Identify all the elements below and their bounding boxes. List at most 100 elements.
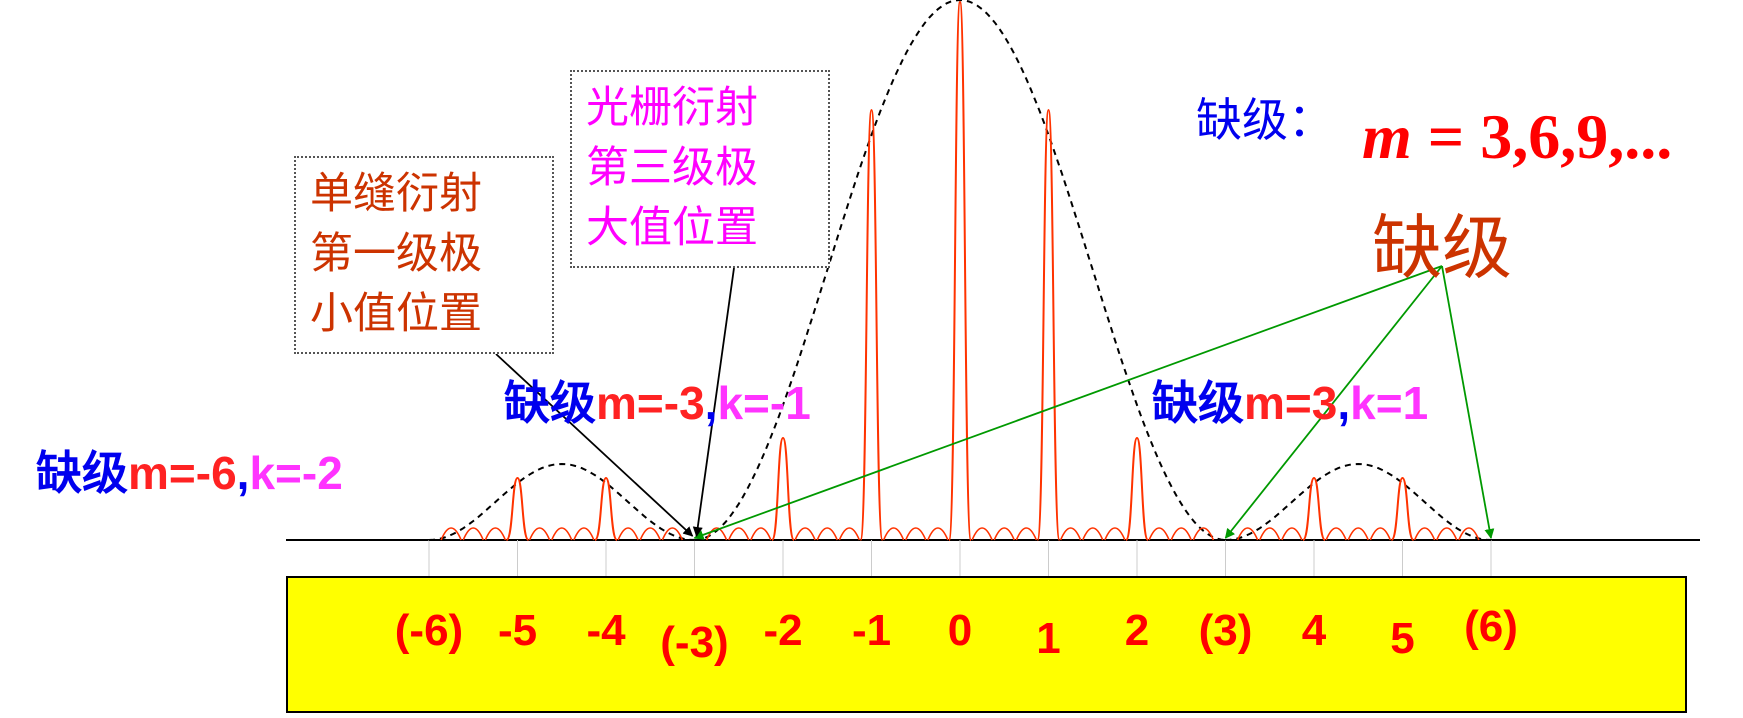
order-label: 1 (1036, 614, 1061, 663)
secondary-maximum (1436, 527, 1458, 541)
grating-note-line-2: 第三级极 (586, 143, 758, 193)
annotation-k: k=1 (1350, 377, 1429, 429)
principal-maximum (1390, 476, 1415, 541)
secondary-maximum (794, 527, 816, 541)
secondary-maximum (1192, 527, 1215, 541)
missing-order-heading: 缺级 (1372, 207, 1512, 289)
secondary-maximum (462, 527, 484, 541)
grating-maximum-note: 光栅衍射 第三级极 大值位置 (570, 70, 830, 268)
principal-maximum (594, 476, 618, 541)
secondary-maximum (573, 527, 595, 541)
secondary-maximum (484, 527, 507, 541)
grating-note-line-3: 大值位置 (586, 203, 758, 253)
secondary-maximum (1347, 527, 1369, 541)
secondary-maximum (1458, 527, 1480, 541)
grating-pointer (692, 267, 735, 537)
single-slit-minimum-note: 单缝衍射 第一级极 小值位置 (294, 156, 554, 354)
principal-maximum (771, 436, 795, 541)
secondary-maximum (639, 527, 661, 541)
formula-equals: = (1411, 101, 1481, 172)
green-pointer (693, 265, 1443, 540)
annotation-m-minus-3: 缺级m=-3,k=-1 (504, 380, 811, 426)
secondary-maximum (1259, 527, 1281, 541)
annotation-m-3: 缺级m=3,k=1 (1152, 380, 1428, 426)
annotation-k: k=-2 (249, 447, 343, 499)
secondary-maximum (1170, 527, 1192, 541)
single-slit-pointer (495, 353, 694, 537)
order-label: (-3) (660, 618, 729, 667)
secondary-maximum (816, 527, 838, 541)
annotation-m-minus-6: 缺级m=-6,k=-2 (36, 450, 343, 496)
order-label: (3) (1198, 606, 1253, 655)
secondary-maximum (1236, 527, 1259, 541)
grating-note-line-1: 光栅衍射 (586, 83, 758, 133)
annotation-k: k=-1 (717, 377, 811, 429)
annotation-sep: , (1337, 377, 1351, 429)
secondary-maximum (1082, 527, 1104, 541)
missing-order-formula: m = 3,6,9,... (1362, 100, 1672, 174)
secondary-maximum (1059, 527, 1082, 541)
principal-maximum (1125, 436, 1149, 541)
secondary-maximum (905, 527, 927, 541)
secondary-maximum (440, 527, 462, 541)
order-number-bar (286, 576, 1687, 713)
order-label: 4 (1301, 606, 1327, 655)
secondary-maximum (1281, 527, 1303, 541)
principal-maximum (1036, 108, 1061, 541)
order-label: -5 (497, 606, 538, 655)
secondary-maximum (617, 527, 639, 541)
secondary-maximum (1369, 527, 1392, 541)
green-pointer (1441, 265, 1495, 539)
annotation-sep: , (704, 377, 718, 429)
order-label: 0 (947, 606, 973, 655)
secondary-maximum (1325, 527, 1347, 541)
secondary-maximum (750, 527, 772, 541)
principal-maximum (1302, 476, 1326, 541)
single-slit-note-line-3: 小值位置 (310, 289, 482, 339)
secondary-maximum (882, 527, 905, 541)
formula-variable: m (1362, 101, 1412, 172)
secondary-maximum (728, 527, 750, 541)
secondary-maximum (1148, 527, 1170, 541)
annotation-sep: , (236, 447, 250, 499)
order-label: -4 (586, 606, 626, 655)
central-envelope (694, 0, 1226, 541)
principal-maximum (505, 476, 530, 541)
secondary-maximum (1104, 527, 1126, 541)
secondary-maximum (1413, 527, 1436, 541)
interference-peaks (440, 0, 1480, 541)
annotation-prefix: 缺级 (36, 447, 128, 499)
single-slit-envelope (428, 0, 1492, 541)
secondary-maximum (1015, 527, 1038, 541)
green-pointer (1224, 265, 1443, 539)
formula-values: 3,6,9,... (1480, 101, 1673, 172)
annotation-m: m=-6 (128, 447, 237, 499)
principal-maximum (859, 108, 884, 541)
secondary-maximum (551, 527, 573, 541)
single-slit-note-line-2: 第一级极 (310, 229, 482, 279)
annotation-prefix: 缺级 (504, 377, 596, 429)
order-label: 5 (1390, 614, 1415, 663)
left-envelope (428, 462, 695, 541)
annotation-m: m=3 (1244, 377, 1338, 429)
order-label: (6) (1464, 602, 1518, 651)
secondary-maximum (927, 527, 949, 541)
order-label: -1 (851, 606, 892, 655)
secondary-maximum (528, 527, 551, 541)
annotation-prefix: 缺级 (1152, 377, 1244, 429)
annotation-m: m=-3 (596, 377, 705, 429)
right-envelope (1225, 462, 1492, 541)
secondary-maximum (993, 527, 1015, 541)
order-label: 2 (1124, 606, 1150, 655)
secondary-maximum (971, 527, 993, 541)
principal-maximum (948, 0, 972, 541)
pointer-arrows (495, 265, 1495, 540)
secondary-maximum (705, 527, 728, 541)
secondary-maximum (838, 527, 861, 541)
secondary-maximum (661, 527, 684, 541)
order-label: (-6) (394, 606, 464, 655)
missing-order-label: 缺级： (1196, 93, 1334, 147)
single-slit-note-line-1: 单缝衍射 (310, 169, 482, 219)
order-label: -2 (763, 606, 803, 655)
